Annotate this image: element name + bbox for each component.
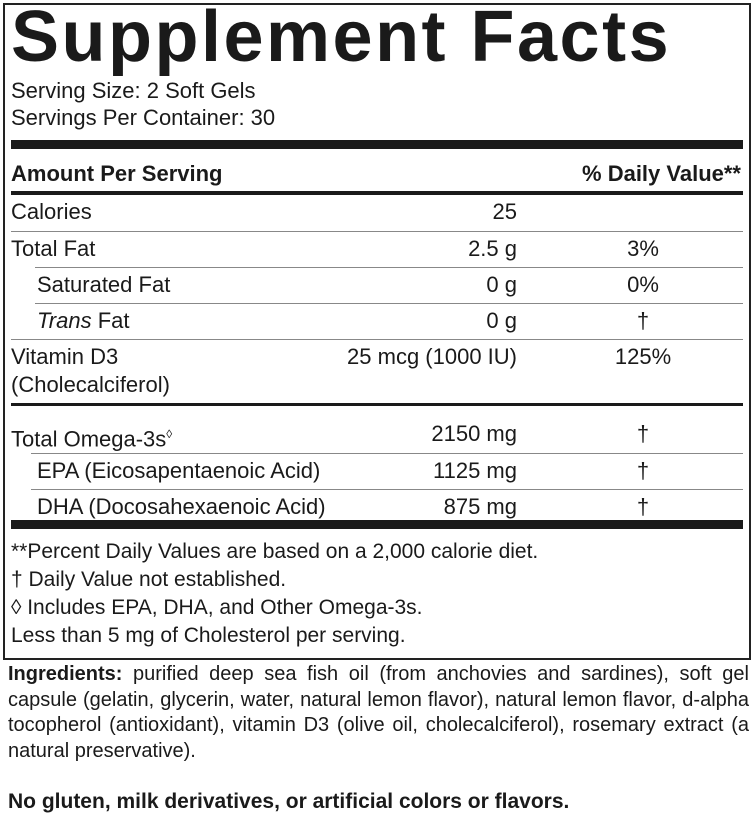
nutrient-label: Saturated Fat <box>37 272 171 297</box>
ingredients: Ingredients: purified deep sea fish oil … <box>8 662 749 764</box>
nutrient-row-calories: Calories 25 <box>11 195 743 231</box>
supplement-facts-panel: Supplement Facts Serving Size: 2 Soft Ge… <box>3 0 751 660</box>
nutrient-label: Total Fat <box>11 236 96 261</box>
footnote-cholesterol: Less than 5 mg of Cholesterol per servin… <box>11 624 406 647</box>
fat-text: Fat <box>91 308 130 333</box>
nutrient-label: Total Omega-3s◊ <box>11 417 172 456</box>
thick-divider <box>11 520 743 529</box>
nutrient-row-omega-3s: Total Omega-3s◊ 2150 mg † <box>11 417 743 453</box>
nutrient-row-total-fat: Total Fat 2.5 g 3% <box>11 231 743 268</box>
footnote-diamond: ◊ Includes EPA, DHA, and Other Omega-3s. <box>11 596 423 619</box>
medium-divider <box>11 403 743 406</box>
nutrient-amount: 875 mg <box>443 494 517 519</box>
omega-label-text: Total Omega-3s <box>11 426 167 452</box>
daily-value-header: % Daily Value** <box>582 161 741 186</box>
ingredients-label: Ingredients: <box>8 663 123 685</box>
allergen-claim: No gluten, milk derivatives, or artifici… <box>8 790 570 813</box>
panel-title: Supplement Facts <box>11 0 672 77</box>
nutrient-dv: † <box>636 458 650 483</box>
servings-per-container: Servings Per Container: 30 <box>11 105 276 130</box>
trans-italic: Trans <box>37 308 92 333</box>
ingredients-text: purified deep sea fish oil (from anchovi… <box>8 663 749 762</box>
nutrient-dv: † <box>636 421 650 446</box>
diamond-mark: ◊ <box>166 427 173 441</box>
nutrient-dv: † <box>636 308 650 333</box>
nutrient-row-epa: EPA (Eicosapentaenoic Acid) 1125 mg † <box>31 453 743 490</box>
column-header: Amount Per Serving % Daily Value** <box>11 157 741 191</box>
nutrient-amount: 0 g <box>486 272 517 297</box>
nutrient-sublabel: (Cholecalciferol) <box>11 372 170 397</box>
nutrient-amount: 2.5 g <box>468 236 517 261</box>
nutrient-amount: 25 mcg (1000 IU) <box>347 344 517 369</box>
nutrient-amount: 1125 mg <box>433 458 517 483</box>
nutrient-amount: 2150 mg <box>431 421 517 446</box>
thick-divider <box>11 140 743 149</box>
nutrient-amount: 25 <box>492 199 517 224</box>
nutrient-row-saturated-fat: Saturated Fat 0 g 0% <box>35 267 743 304</box>
nutrient-amount: 0 g <box>486 308 517 333</box>
nutrient-dv: † <box>636 494 650 519</box>
serving-size: Serving Size: 2 Soft Gels <box>11 78 256 103</box>
nutrient-label: EPA (Eicosapentaenoic Acid) <box>37 458 321 483</box>
nutrient-row-dha: DHA (Docosahexaenoic Acid) 875 mg † <box>31 489 743 526</box>
footnote-daily-values: **Percent Daily Values are based on a 2,… <box>11 540 539 563</box>
amount-per-serving-header: Amount Per Serving <box>11 161 223 186</box>
nutrient-label: DHA (Docosahexaenoic Acid) <box>37 494 326 519</box>
medium-divider <box>11 191 743 195</box>
nutrient-label: Trans Fat <box>35 304 130 338</box>
nutrient-row-trans-fat: Trans Fat 0 g † <box>35 303 743 340</box>
nutrient-dv: 3% <box>627 236 659 261</box>
footnote-dagger: † Daily Value not established. <box>11 568 287 591</box>
nutrient-label: Calories <box>11 199 92 224</box>
nutrient-label: Vitamin D3 <box>11 344 119 369</box>
nutrient-dv: 0% <box>627 272 659 297</box>
nutrient-dv: 125% <box>614 344 672 369</box>
nutrient-row-vitamin-d3: Vitamin D3 (Cholecalciferol) 25 mcg (100… <box>11 339 743 400</box>
